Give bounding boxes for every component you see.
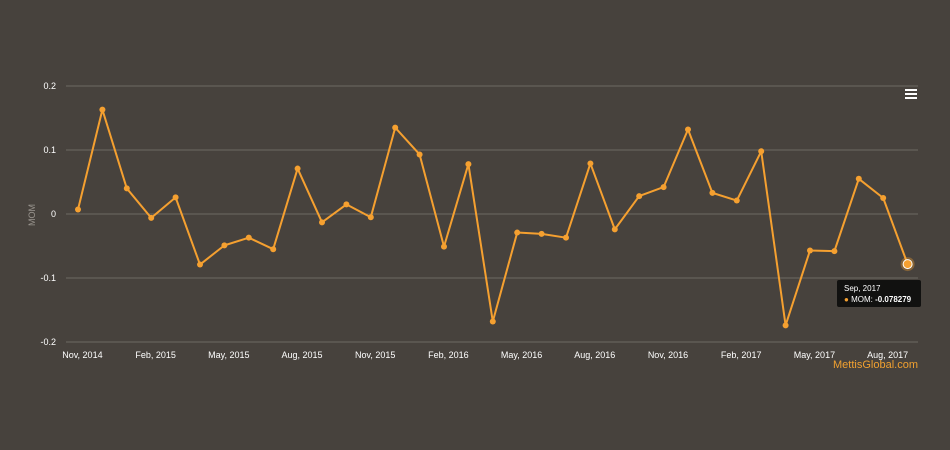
data-point[interactable] (587, 160, 594, 167)
data-point[interactable] (902, 259, 913, 270)
data-point[interactable] (514, 229, 521, 236)
data-point[interactable] (197, 261, 203, 268)
data-point[interactable] (148, 214, 155, 221)
x-tick-label: Feb, 2015 (135, 350, 176, 360)
y-tick-label: 0.1 (43, 145, 56, 155)
x-tick-label: Aug, 2015 (281, 350, 322, 360)
x-tick-label: Feb, 2017 (721, 350, 762, 360)
data-point[interactable] (782, 322, 789, 329)
x-tick-label: Nov, 2014 (62, 350, 102, 360)
data-point[interactable] (99, 106, 106, 113)
data-point[interactable] (563, 234, 569, 241)
data-point[interactable] (123, 185, 130, 192)
x-tick-label: Nov, 2016 (648, 350, 688, 360)
data-point[interactable] (270, 246, 277, 253)
tooltip-date: Sep, 2017 (844, 284, 881, 293)
series-marker-icon: ● (844, 295, 849, 304)
y-axis-title: MOM (27, 204, 37, 226)
data-point[interactable] (807, 247, 813, 254)
grid-lines (66, 85, 918, 343)
chart-tooltip: Sep, 2017 ● MOM: -0.078279 (837, 280, 921, 307)
x-tick-label: May, 2015 (208, 350, 249, 360)
x-axis-ticks: Nov, 2014 Feb, 2015 May, 2015 Aug, 2015 Nov,… (62, 350, 908, 360)
x-tick-label: May, 2017 (794, 350, 835, 360)
chart-menu-button[interactable] (900, 84, 922, 104)
data-point[interactable] (441, 243, 447, 250)
data-point[interactable] (538, 230, 545, 237)
data-point[interactable] (367, 214, 374, 221)
series-mom (75, 106, 915, 329)
data-point[interactable] (758, 148, 765, 155)
x-tick-label: Aug, 2016 (574, 350, 615, 360)
data-point[interactable] (343, 201, 350, 208)
x-tick-label: Feb, 2016 (428, 350, 469, 360)
credit-link[interactable]: MettisGlobal.com (833, 359, 918, 371)
data-point[interactable] (660, 184, 667, 191)
y-tick-label: 0.2 (43, 81, 56, 91)
data-point[interactable] (855, 175, 862, 182)
data-point[interactable] (489, 318, 496, 325)
data-point[interactable] (319, 219, 325, 226)
data-point[interactable] (636, 193, 643, 200)
y-tick-label: 0 (51, 209, 56, 219)
data-point[interactable] (392, 124, 399, 131)
data-point[interactable] (245, 234, 252, 241)
x-tick-label: May, 2016 (501, 350, 542, 360)
series-line-mom (77, 108, 909, 327)
data-point[interactable] (221, 242, 228, 249)
data-point[interactable] (685, 126, 691, 133)
data-point[interactable] (75, 206, 81, 213)
data-point[interactable] (733, 197, 740, 204)
data-point[interactable] (172, 194, 179, 201)
data-point[interactable] (465, 161, 472, 168)
x-tick-label: Nov, 2015 (355, 350, 395, 360)
data-point[interactable] (416, 151, 423, 158)
data-point[interactable] (880, 195, 887, 201)
tooltip-series-label: MOM: (851, 295, 873, 304)
data-point[interactable] (611, 226, 618, 233)
y-tick-label: -0.2 (40, 337, 56, 347)
tooltip-value: -0.078279 (875, 295, 912, 304)
data-point[interactable] (294, 165, 301, 172)
data-point[interactable] (831, 248, 838, 255)
y-axis-ticks: 0.2 0.1 0 -0.1 -0.2 (40, 81, 56, 347)
x-tick-label: Aug, 2017 (867, 350, 908, 360)
data-point[interactable] (709, 189, 716, 196)
y-tick-label: -0.1 (40, 273, 56, 283)
tooltip-row: ● MOM: -0.078279 (844, 294, 921, 305)
